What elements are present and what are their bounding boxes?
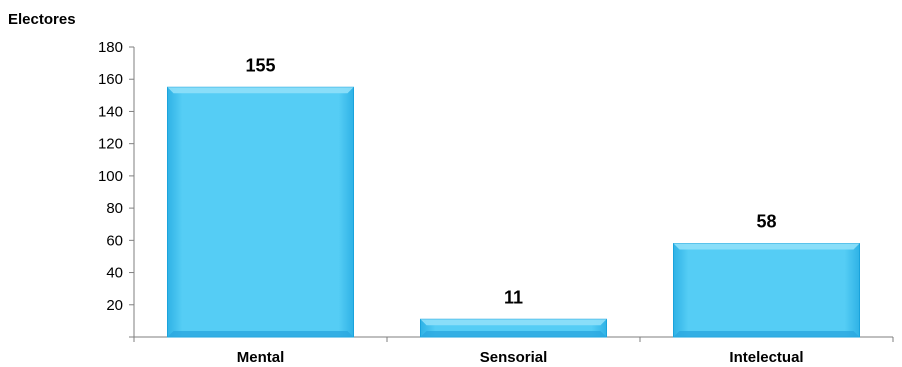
bar-bevel-bottom — [167, 331, 354, 337]
bar-bevel-bottom — [420, 331, 607, 337]
data-label: 155 — [245, 55, 275, 75]
bar-face — [167, 86, 354, 338]
y-tick-label: 140 — [98, 103, 123, 120]
data-label: 58 — [756, 212, 776, 232]
y-tick-label: 120 — [98, 136, 123, 153]
bar-intelectual — [673, 243, 860, 338]
data-labels-group: 155 11 58 — [245, 55, 776, 307]
bar-bevel-top — [673, 243, 860, 250]
bar-face — [673, 243, 860, 338]
data-label: 11 — [504, 287, 523, 307]
x-tick-label: Sensorial — [480, 349, 548, 366]
bars-group — [167, 86, 860, 338]
x-axis — [129, 336, 894, 342]
y-tick-label: 60 — [106, 232, 123, 249]
bar-mental — [167, 86, 354, 338]
y-tick-label: 20 — [106, 297, 123, 314]
y-axis-label: Electores — [8, 11, 76, 28]
x-tick-label: Intelectual — [729, 349, 803, 366]
x-tick-label: Mental — [237, 349, 285, 366]
y-tick-label: 160 — [98, 71, 123, 88]
y-tick-label: 100 — [98, 168, 123, 185]
category-labels-group: Mental Sensorial Intelectual — [237, 349, 804, 366]
y-tick-label: 80 — [106, 200, 123, 217]
bar-bevel-bottom — [673, 331, 860, 337]
bar-bevel-top — [420, 319, 607, 326]
y-tick-label: 40 — [106, 265, 123, 282]
bar-bevel-top — [167, 87, 354, 94]
bar-sensorial — [420, 318, 607, 338]
y-tick-label: 180 — [98, 39, 123, 56]
y-axis: 20 40 60 80 100 120 140 160 180 — [98, 39, 135, 337]
